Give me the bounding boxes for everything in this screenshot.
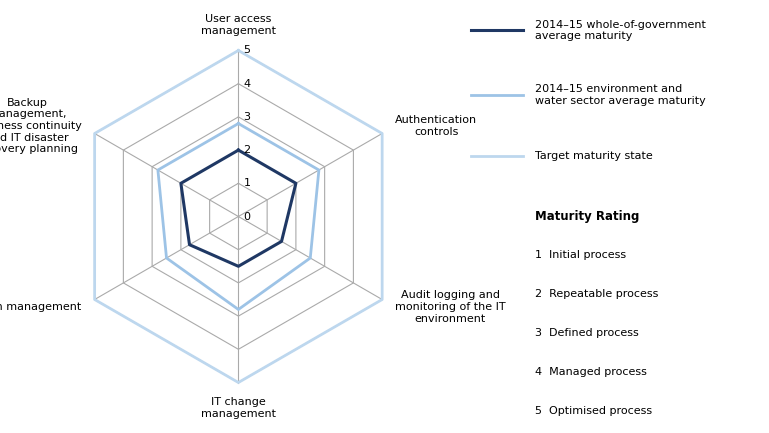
Text: Target maturity state: Target maturity state — [535, 151, 653, 161]
Text: Audit logging and
monitoring of the IT
environment: Audit logging and monitoring of the IT e… — [395, 291, 506, 323]
Text: 5  Optimised process: 5 Optimised process — [535, 406, 652, 417]
Text: 2014–15 whole-of-government
average maturity: 2014–15 whole-of-government average matu… — [535, 19, 706, 41]
Text: 2014–15 environment and
water sector average maturity: 2014–15 environment and water sector ave… — [535, 84, 706, 106]
Text: Authentication
controls: Authentication controls — [395, 115, 478, 137]
Text: 3: 3 — [243, 112, 251, 122]
Text: Backup
management,
business continuity
and IT disaster
recovery planning: Backup management, business continuity a… — [0, 98, 82, 154]
Text: 5: 5 — [243, 45, 251, 55]
Text: 2: 2 — [243, 145, 251, 155]
Text: 1: 1 — [243, 178, 251, 188]
Text: IT change
management: IT change management — [201, 397, 276, 419]
Text: 3  Defined process: 3 Defined process — [535, 328, 639, 339]
Text: User access
management: User access management — [201, 14, 276, 36]
Text: Patch management: Patch management — [0, 302, 82, 312]
Text: Maturity Rating: Maturity Rating — [535, 210, 640, 223]
Text: 4: 4 — [243, 79, 251, 89]
Text: 0: 0 — [243, 211, 251, 222]
Text: 1  Initial process: 1 Initial process — [535, 250, 626, 261]
Text: 2  Repeatable process: 2 Repeatable process — [535, 289, 658, 300]
Text: 4  Managed process: 4 Managed process — [535, 367, 647, 378]
